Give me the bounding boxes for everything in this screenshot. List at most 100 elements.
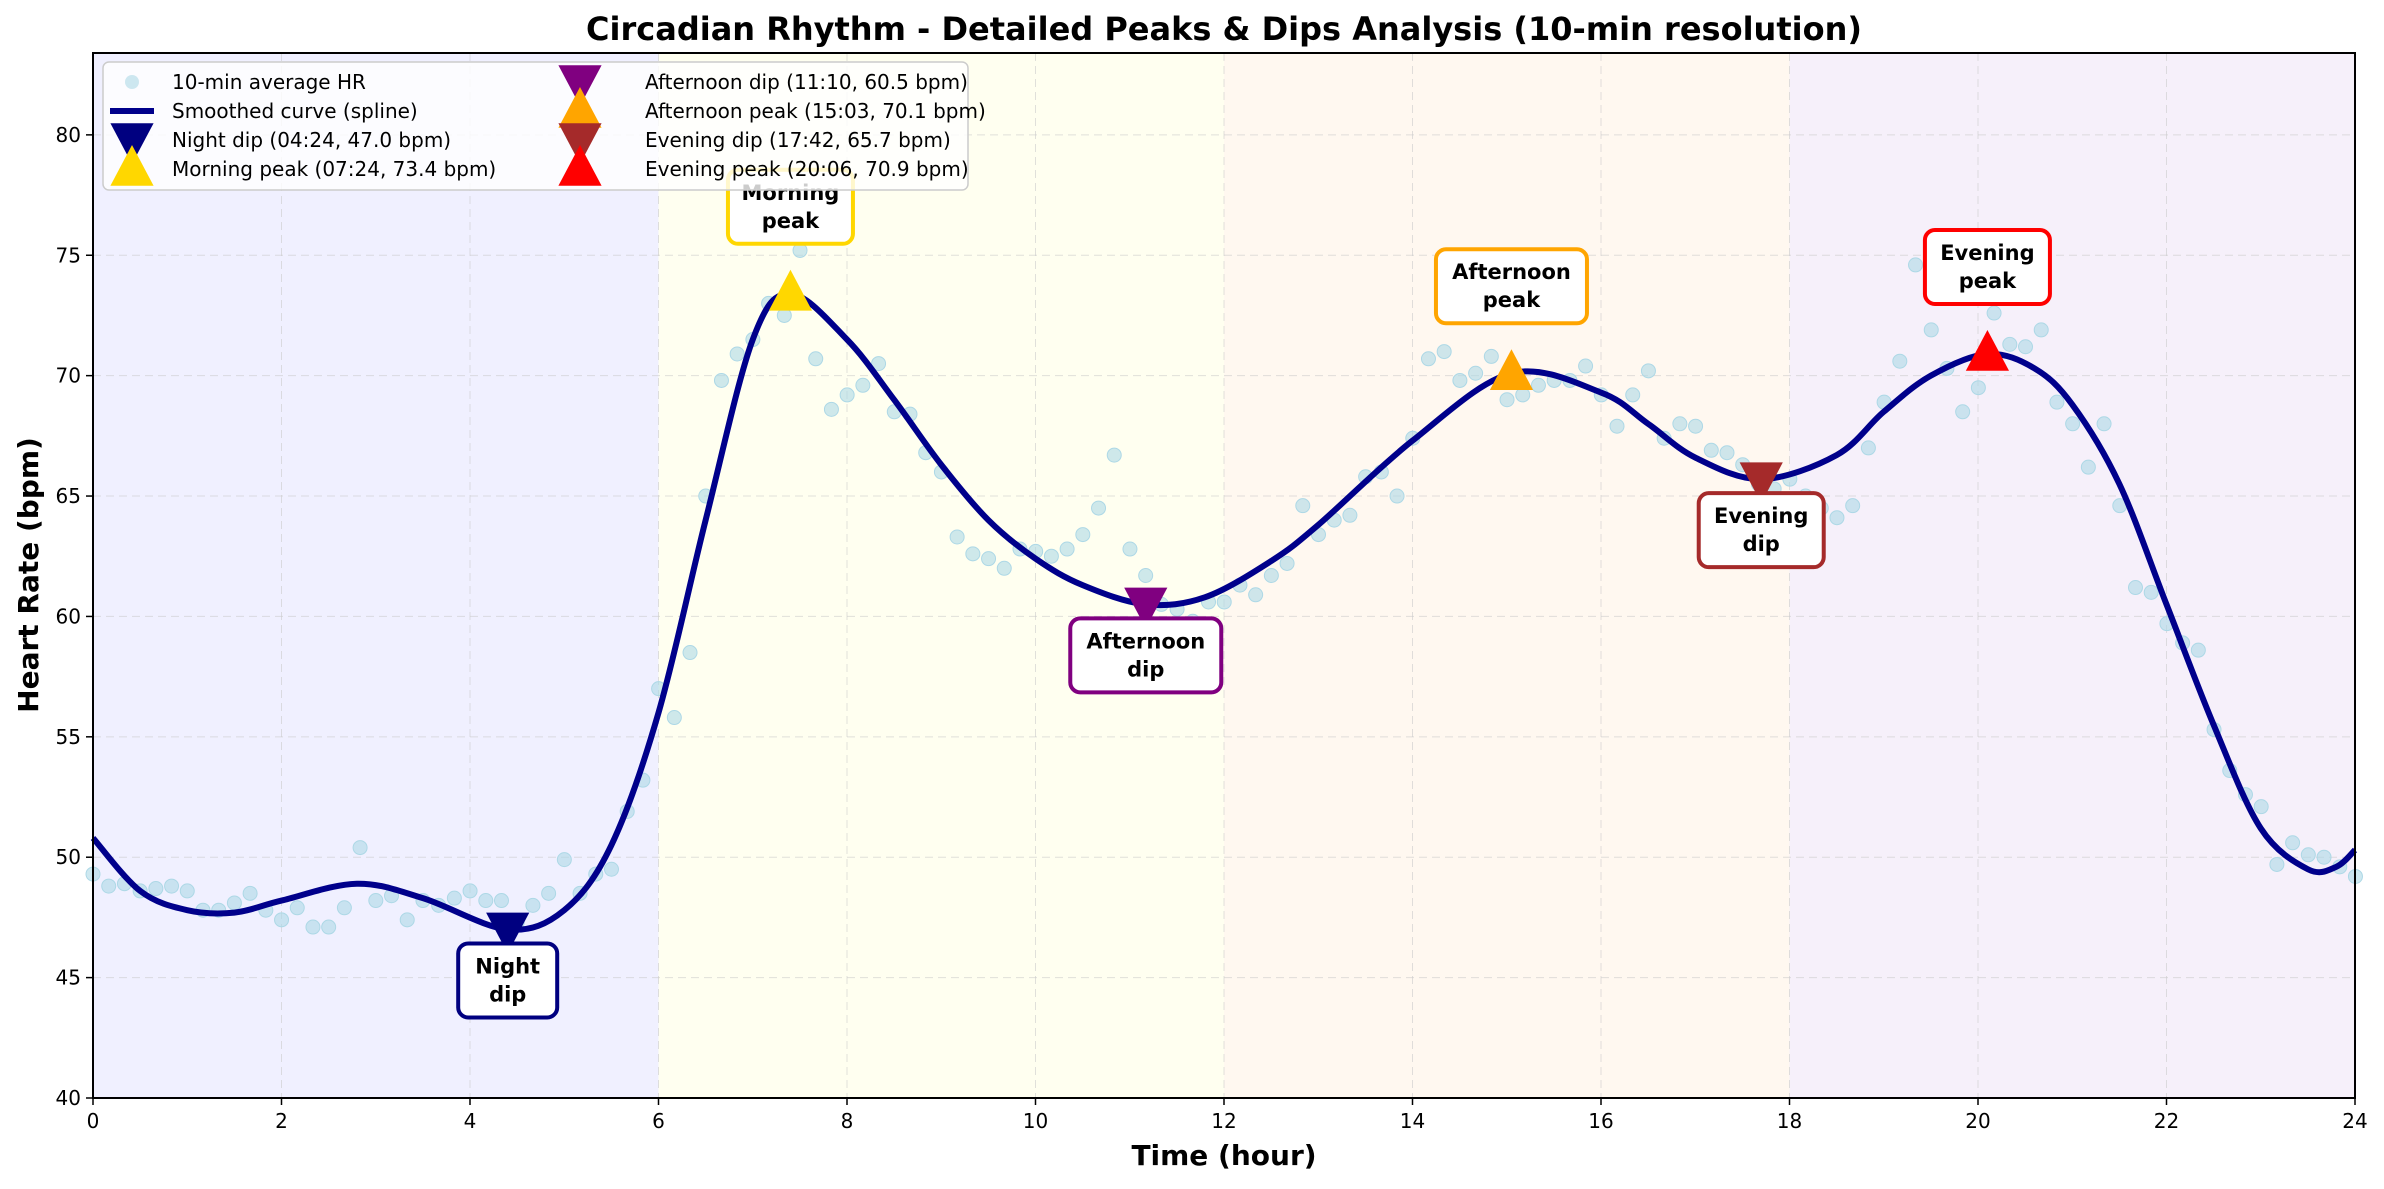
scatter-point	[823, 401, 839, 417]
legend-swatch-dip	[558, 65, 602, 106]
annotation-labels: NightdipMorningpeakAfternoondipAfternoon…	[456, 167, 2052, 1020]
smoothed-curve	[90, 290, 2358, 933]
annotation-line1: Evening	[1940, 241, 2034, 265]
scatter-point	[2190, 642, 2206, 658]
scatter-point	[666, 710, 682, 726]
scatter-point	[1043, 548, 1059, 564]
legend-label: Morning peak (07:24, 73.4 bpm)	[172, 157, 496, 181]
scatter-point	[2269, 856, 2285, 872]
annotation-dip: Evening dip	[1696, 491, 1826, 570]
scatter-point	[1263, 568, 1279, 583]
scatter-point	[1106, 447, 1122, 463]
legend-entry: 10-min average HR	[125, 70, 366, 94]
scatter-point	[305, 919, 321, 935]
chart-title: Circadian Rhythm - Detailed Peaks & Dips…	[586, 10, 1862, 48]
scatter-point	[1059, 541, 1075, 557]
scatter-point	[399, 912, 415, 928]
y-axis-label: Heart Rate (bpm)	[12, 437, 45, 713]
x-tick-label: 8	[841, 1109, 854, 1133]
scatter-point	[1279, 555, 1295, 571]
scatter-point	[1342, 507, 1358, 523]
scatter-point	[1452, 372, 1468, 388]
scatter-point	[1703, 442, 1719, 458]
y-tick-label: 70	[56, 364, 81, 388]
x-tick-label: 12	[1211, 1109, 1236, 1133]
legend-entry: Smoothed curve (spline)	[110, 99, 418, 123]
x-tick-label: 20	[1965, 1109, 1990, 1133]
scatter-point	[478, 893, 494, 909]
scatter-point	[101, 878, 117, 894]
legend-swatch-scatter	[125, 75, 139, 89]
scatter-point	[2285, 835, 2301, 851]
y-tick-label: 60	[56, 604, 81, 628]
scatter-point	[839, 387, 855, 403]
x-tick-label: 6	[652, 1109, 665, 1133]
legend-entry: Night dip (04:24, 47.0 bpm)	[110, 123, 451, 164]
annotation-peak: Evening peak	[1922, 227, 2052, 306]
marker-peak	[1965, 329, 2010, 371]
scatter-point	[1609, 418, 1625, 434]
scatter-point	[148, 881, 164, 897]
scatter-point	[274, 912, 290, 928]
scatter-point	[1483, 348, 1499, 364]
annotation-box	[1068, 616, 1224, 695]
scatter-point	[242, 885, 258, 901]
scatter-point	[1719, 445, 1735, 461]
y-tick-label: 65	[56, 484, 81, 508]
x-tick-label: 16	[1588, 1109, 1613, 1133]
scatter-point	[981, 551, 997, 567]
legend-label: Afternoon dip (11:10, 60.5 bpm)	[645, 70, 968, 94]
scatter-point	[965, 546, 981, 562]
scatter-point	[713, 372, 729, 388]
period-band	[1224, 53, 1790, 1098]
scatter-point	[2080, 459, 2096, 475]
scatter-point	[729, 346, 745, 362]
x-tick-label: 0	[87, 1109, 100, 1133]
x-tick-label: 22	[2154, 1109, 2179, 1133]
legend-label: Evening peak (20:06, 70.9 bpm)	[645, 157, 969, 181]
scatter-point	[1436, 344, 1452, 360]
y-tick-label: 55	[56, 725, 81, 749]
scatter-point	[289, 900, 305, 916]
scatter-point	[1578, 358, 1594, 374]
annotation-peak: Afternoon peak	[1433, 247, 1589, 326]
legend-label: Evening dip (17:42, 65.7 bpm)	[645, 128, 951, 152]
scatter-point	[1138, 568, 1154, 583]
scatter-point	[808, 351, 824, 367]
scatter-point	[1468, 365, 1484, 381]
annotation-line1: Evening	[1714, 504, 1808, 528]
annotation-line2: dip	[1743, 532, 1780, 556]
legend-entry: Morning peak (07:24, 73.4 bpm)	[110, 145, 496, 186]
annotation-line1: Afternoon	[1086, 629, 1205, 653]
legend: 10-min average HR Smoothed curve (spline)…	[102, 61, 986, 191]
annotation-box	[1922, 227, 2052, 306]
scatter-point	[525, 897, 541, 913]
period-band	[1789, 53, 2355, 1098]
scatter-point	[2253, 799, 2269, 815]
marker-dip	[1739, 462, 1783, 504]
scatter-point	[1640, 363, 1656, 379]
scatter-point	[226, 895, 242, 911]
scatter-point	[1122, 541, 1138, 557]
x-tick-label: 18	[1777, 1109, 1802, 1133]
marker-peak	[1489, 349, 1534, 391]
scatter-point	[368, 893, 384, 909]
annotation-dip: Night dip	[456, 941, 560, 1020]
scatter-point	[1295, 498, 1311, 514]
legend-entry: Evening dip (17:42, 65.7 bpm)	[558, 123, 951, 164]
annotation-line2: peak	[1959, 269, 2017, 293]
y-tick-label: 45	[56, 966, 81, 990]
annotation-box	[1696, 491, 1826, 570]
scatter-point	[1908, 257, 1924, 273]
scatter-point	[855, 377, 871, 393]
scatter-point	[179, 883, 195, 899]
scatter-point	[446, 890, 462, 906]
legend-swatch-dip	[110, 123, 154, 164]
scatter-point	[2049, 394, 2065, 410]
marker-dip	[1124, 587, 1168, 629]
scatter-point	[1389, 488, 1405, 504]
x-tick-label: 14	[1400, 1109, 1425, 1133]
annotation-dip: Afternoon dip	[1068, 616, 1224, 695]
x-tick-label: 2	[275, 1109, 288, 1133]
annotation-line1: Afternoon	[1452, 260, 1571, 284]
